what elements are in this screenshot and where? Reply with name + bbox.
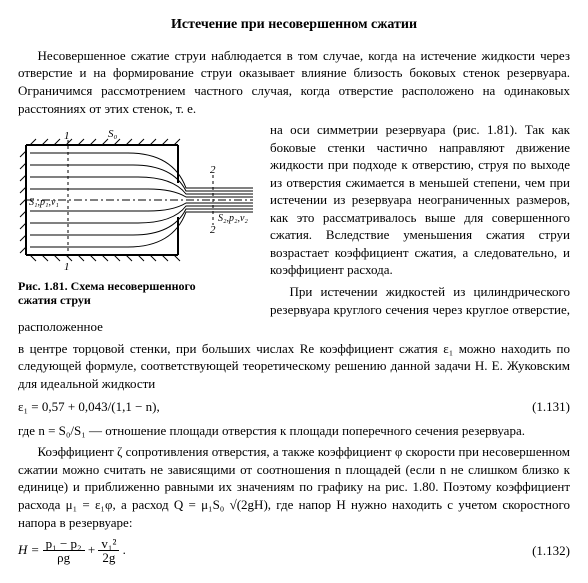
svg-text:2: 2	[210, 224, 216, 236]
label-s2: S₂,p₂,v₂	[218, 213, 248, 224]
paragraph-coeff: Коэффициент ζ сопротивления отверстия, а…	[18, 443, 570, 531]
eq2-number: (1.132)	[520, 542, 570, 560]
section-title: Истечение при несовершенном сжатии	[18, 16, 570, 35]
label-s1: S₁,p₁,v₁	[29, 197, 59, 208]
figure-1-81: S₀ 1 1 2 2 S₁,p₁,v₁ S₂,p₂,v₂ Рис. 1.81. …	[18, 125, 258, 308]
eq1-number: (1.131)	[520, 398, 570, 416]
equation-1-131: ε₁ = 0,57 + 0,043/(1,1 − n), (1.131)	[18, 398, 570, 416]
equation-1-132: H = p₁ − p₂ ρg + v₁² 2g . (1.132)	[18, 537, 570, 565]
label-s0: S₀	[108, 128, 118, 140]
paragraph-after-figure: в центре торцовой стенки, при больших чи…	[18, 340, 570, 393]
svg-text:1: 1	[64, 130, 70, 142]
figure-diagram: S₀ 1 1 2 2 S₁,p₁,v₁ S₂,p₂,v₂	[18, 125, 258, 275]
figure-caption: Рис. 1.81. Схема несовершенного сжатия с…	[18, 279, 258, 308]
eq1-body: ε₁ = 0,57 + 0,043/(1,1 − n),	[18, 398, 160, 416]
eq2-body: H = p₁ − p₂ ρg + v₁² 2g .	[18, 537, 126, 565]
svg-text:1: 1	[64, 261, 70, 273]
paragraph-where-n: где n = S₀/S₁ — отношение площади отверс…	[18, 422, 570, 440]
svg-text:2: 2	[210, 164, 216, 176]
paragraph-intro-a: Несовершенное сжатие струи наблюдается в…	[18, 47, 570, 117]
